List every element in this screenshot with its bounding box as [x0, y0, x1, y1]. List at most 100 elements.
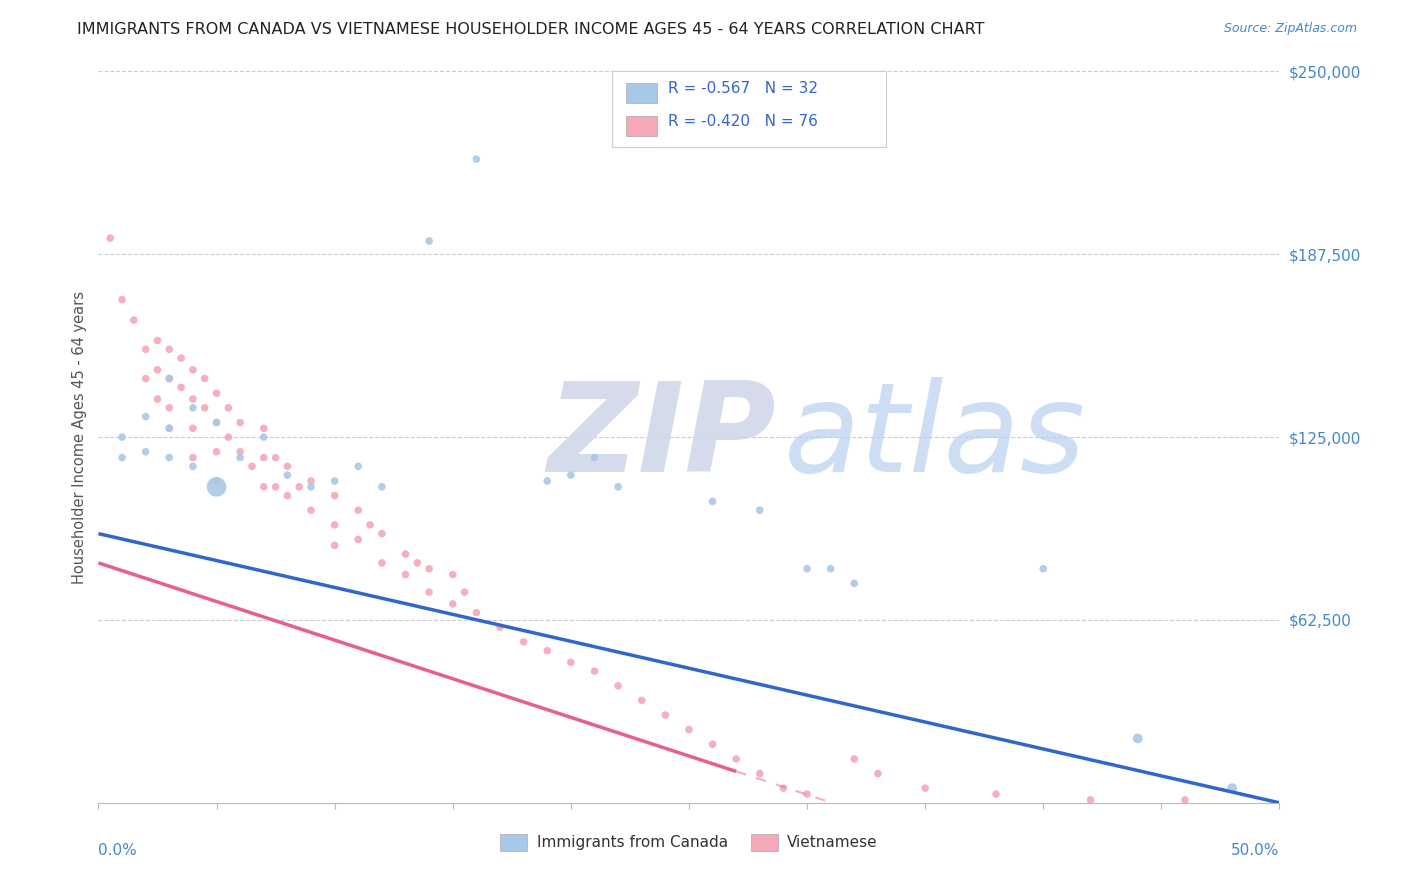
Point	[157, 450, 180, 465]
Point	[489, 620, 512, 634]
Point	[135, 409, 157, 424]
Point	[371, 556, 394, 570]
Point	[536, 643, 558, 657]
Point	[181, 392, 204, 406]
Point	[702, 737, 724, 751]
Point	[205, 480, 228, 494]
Point	[323, 474, 346, 488]
Point	[607, 480, 630, 494]
Point	[406, 556, 429, 570]
Point	[217, 401, 239, 415]
Point	[98, 231, 121, 245]
Point	[205, 416, 228, 430]
Point	[157, 421, 180, 435]
Point	[194, 401, 217, 415]
Point	[866, 766, 889, 780]
Point	[288, 480, 311, 494]
Point	[678, 723, 700, 737]
Point	[205, 444, 228, 458]
Legend: Immigrants from Canada, Vietnamese: Immigrants from Canada, Vietnamese	[494, 828, 884, 857]
Point	[654, 708, 676, 723]
Point	[157, 421, 180, 435]
Point	[748, 766, 770, 780]
Point	[560, 468, 582, 483]
Y-axis label: Householder Income Ages 45 - 64 years: Householder Income Ages 45 - 64 years	[72, 291, 87, 583]
Point	[264, 480, 287, 494]
Point	[205, 474, 228, 488]
Point	[465, 606, 488, 620]
Point	[111, 450, 134, 465]
Point	[205, 386, 228, 401]
Text: 0.0%: 0.0%	[98, 843, 138, 858]
Point	[536, 474, 558, 488]
Point	[914, 781, 936, 796]
Point	[418, 234, 440, 248]
Point	[347, 503, 370, 517]
Point	[796, 787, 818, 801]
Point	[111, 293, 134, 307]
Point	[229, 444, 252, 458]
Point	[111, 430, 134, 444]
Text: 50.0%: 50.0%	[1232, 843, 1279, 858]
Point	[844, 752, 866, 766]
Point	[560, 656, 582, 670]
Point	[135, 343, 157, 357]
Point	[194, 371, 217, 385]
Point	[181, 401, 204, 415]
Point	[157, 371, 180, 385]
Point	[725, 752, 748, 766]
Point	[229, 450, 252, 465]
Point	[323, 517, 346, 532]
Point	[359, 517, 381, 532]
Point	[1126, 731, 1149, 746]
Point	[170, 380, 193, 394]
Point	[371, 526, 394, 541]
Point	[240, 459, 263, 474]
Text: R = -0.420   N = 76: R = -0.420 N = 76	[668, 114, 818, 129]
Point	[323, 538, 346, 552]
Text: atlas: atlas	[783, 376, 1085, 498]
Point	[299, 480, 322, 494]
Point	[702, 494, 724, 508]
Point	[1174, 793, 1197, 807]
Point	[984, 787, 1007, 801]
Point	[276, 489, 298, 503]
Point	[253, 450, 276, 465]
Point	[253, 480, 276, 494]
Point	[181, 421, 204, 435]
Point	[157, 401, 180, 415]
Point	[229, 416, 252, 430]
Point	[146, 363, 169, 377]
Point	[135, 444, 157, 458]
Point	[146, 334, 169, 348]
Point	[1080, 793, 1102, 807]
Point	[748, 503, 770, 517]
Point	[299, 503, 322, 517]
Text: IMMIGRANTS FROM CANADA VS VIETNAMESE HOUSEHOLDER INCOME AGES 45 - 64 YEARS CORRE: IMMIGRANTS FROM CANADA VS VIETNAMESE HOU…	[77, 22, 984, 37]
Point	[276, 468, 298, 483]
Point	[607, 679, 630, 693]
Point	[122, 313, 145, 327]
Point	[820, 562, 842, 576]
Point	[844, 576, 866, 591]
Point	[264, 450, 287, 465]
Point	[394, 547, 416, 561]
Point	[1220, 781, 1243, 796]
Point	[299, 474, 322, 488]
Point	[157, 343, 180, 357]
Point	[181, 459, 204, 474]
Point	[583, 450, 606, 465]
Point	[170, 351, 193, 365]
Point	[441, 597, 464, 611]
Text: ZIP: ZIP	[547, 376, 776, 498]
Point	[253, 430, 276, 444]
Point	[157, 371, 180, 385]
Text: R = -0.567   N = 32: R = -0.567 N = 32	[668, 81, 818, 96]
Point	[347, 533, 370, 547]
Point	[181, 450, 204, 465]
Point	[796, 562, 818, 576]
Point	[418, 585, 440, 599]
Point	[323, 489, 346, 503]
Point	[205, 416, 228, 430]
Text: Source: ZipAtlas.com: Source: ZipAtlas.com	[1223, 22, 1357, 36]
